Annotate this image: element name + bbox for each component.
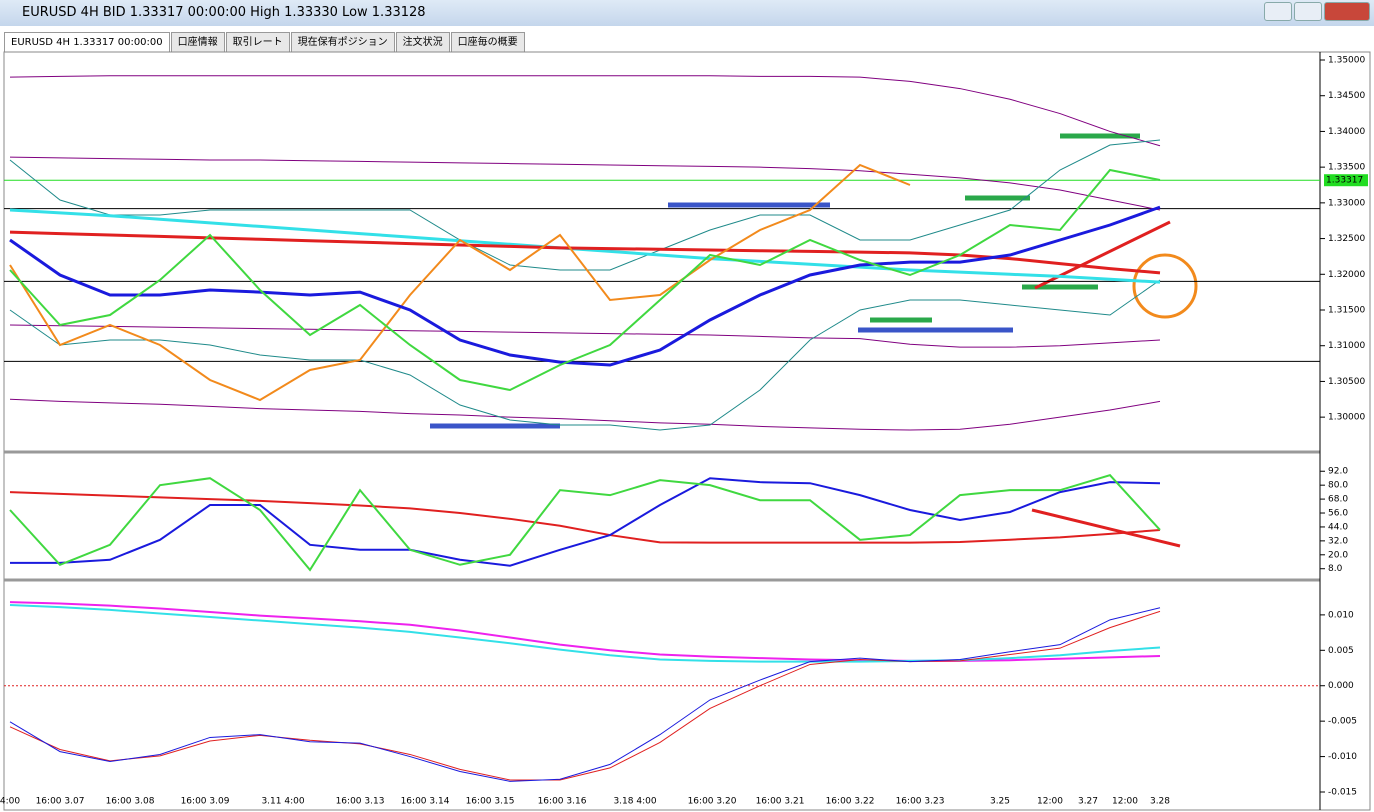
current-price: 1.33317 bbox=[1326, 176, 1363, 186]
x-tick-label: 16:00 3.14 bbox=[401, 797, 450, 807]
y-tick-label: -0.015 bbox=[1328, 788, 1357, 798]
window-buttons bbox=[1264, 2, 1370, 21]
x-tick-label: 3.27 bbox=[1078, 797, 1098, 807]
x-tick-label: 16:00 3.08 bbox=[106, 797, 155, 807]
price-tag-bg bbox=[1324, 174, 1368, 187]
y-tick-label: 1.30500 bbox=[1328, 377, 1365, 387]
y-tick-label: -0.010 bbox=[1328, 752, 1357, 762]
y-tick-label: 1.33500 bbox=[1328, 163, 1365, 173]
y-tick-label: 32.0 bbox=[1328, 536, 1348, 546]
x-tick-label: 16:00 3.23 bbox=[896, 797, 945, 807]
y-tick-label: -0.005 bbox=[1328, 717, 1357, 727]
x-tick-label: 16:00 3.22 bbox=[826, 797, 875, 807]
series-line bbox=[9, 168, 1161, 392]
series-line bbox=[9, 491, 1161, 544]
x-tick-label: 3.18 4:00 bbox=[613, 797, 656, 807]
y-tick-label: 0.010 bbox=[1328, 610, 1354, 620]
maximize[interactable] bbox=[1294, 2, 1322, 21]
y-tick-label: 44.0 bbox=[1328, 522, 1348, 532]
series-line bbox=[9, 156, 1161, 211]
series-line bbox=[9, 139, 1161, 271]
y-tick-label: 1.30000 bbox=[1328, 413, 1365, 423]
series-line bbox=[9, 398, 1161, 431]
series-line bbox=[9, 75, 1161, 147]
x-tick-label: 4:00 bbox=[0, 797, 20, 807]
series-line bbox=[9, 205, 1161, 367]
x-tick-label: 16:00 3.21 bbox=[756, 797, 805, 807]
y-tick-label: 8.0 bbox=[1328, 564, 1343, 574]
y-tick-label: 68.0 bbox=[1328, 495, 1348, 505]
series-line bbox=[9, 279, 1161, 431]
x-tick-label: 3.25 bbox=[990, 797, 1010, 807]
window-title: EURUSD 4H BID 1.33317 00:00:00 High 1.33… bbox=[22, 5, 426, 20]
x-tick-label: 16:00 3.13 bbox=[336, 797, 385, 807]
x-tick-label: 12:00 bbox=[1112, 797, 1138, 807]
tab[interactable]: 取引レート bbox=[225, 32, 290, 52]
y-tick-label: 1.34500 bbox=[1328, 91, 1365, 101]
x-tick-label: 16:00 3.16 bbox=[538, 797, 587, 807]
series-line bbox=[9, 610, 1161, 781]
x-tick-label: 16:00 3.09 bbox=[181, 797, 230, 807]
y-tick-label: 0.000 bbox=[1328, 681, 1354, 691]
x-tick-label: 16:00 3.07 bbox=[36, 797, 85, 807]
tab[interactable]: 口座毎の概要 bbox=[450, 32, 525, 52]
chart-frame bbox=[3, 51, 1371, 811]
tab[interactable]: 注文状況 bbox=[395, 32, 450, 52]
y-tick-label: 1.32500 bbox=[1328, 234, 1365, 244]
series-line bbox=[10, 477, 1161, 567]
y-tick-label: 0.005 bbox=[1328, 646, 1354, 656]
y-tick-label: 56.0 bbox=[1328, 509, 1348, 519]
x-tick-label: 16:00 3.15 bbox=[466, 797, 515, 807]
tab[interactable]: 現在保有ポジション bbox=[290, 32, 395, 52]
y-tick-label: 1.32000 bbox=[1328, 270, 1365, 280]
y-tick-label: 1.31000 bbox=[1328, 341, 1365, 351]
series-line bbox=[9, 230, 1161, 275]
tab[interactable]: EURUSD 4H 1.33317 00:00:00 bbox=[4, 32, 170, 52]
title-bar: EURUSD 4H BID 1.33317 00:00:00 High 1.33… bbox=[0, 0, 1374, 26]
y-tick-label: 92.0 bbox=[1328, 467, 1348, 477]
series-line bbox=[9, 607, 1161, 782]
series-line bbox=[9, 163, 911, 402]
tab-bar: EURUSD 4H 1.33317 00:00:00 口座情報 取引レート 現在保有ポ… bbox=[4, 32, 526, 52]
x-tick-label: 3.11 4:00 bbox=[261, 797, 304, 807]
y-tick-label: 1.31500 bbox=[1328, 306, 1365, 316]
x-tick-label: 3.28 bbox=[1150, 797, 1170, 807]
y-tick-label: 1.33000 bbox=[1328, 198, 1365, 208]
close[interactable] bbox=[1324, 2, 1370, 21]
y-tick-label: 20.0 bbox=[1328, 550, 1348, 560]
x-tick-label: 12:00 bbox=[1037, 797, 1063, 807]
y-tick-label: 80.0 bbox=[1328, 481, 1348, 491]
annotations bbox=[430, 133, 1198, 548]
minimize[interactable] bbox=[1264, 2, 1292, 21]
y-tick-label: 1.34000 bbox=[1328, 127, 1365, 137]
x-tick-label: 16:00 3.20 bbox=[688, 797, 737, 807]
tab[interactable]: 口座情報 bbox=[170, 32, 225, 52]
y-tick-label: 1.35000 bbox=[1328, 56, 1365, 66]
series-line bbox=[9, 324, 1161, 348]
series-line bbox=[9, 474, 1161, 572]
